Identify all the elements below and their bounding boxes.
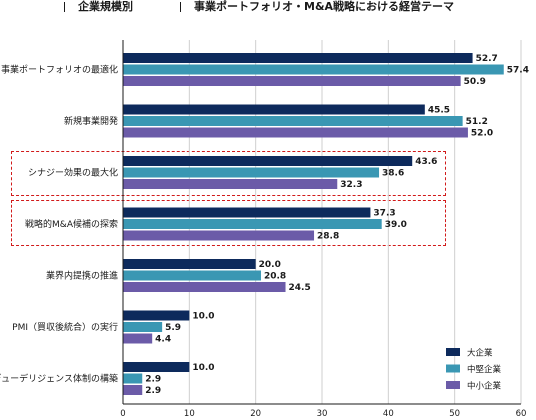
value-label: 24.5 — [289, 283, 311, 293]
bar — [123, 385, 143, 395]
bar — [123, 373, 143, 384]
category-label: シナジー効果の最大化 — [28, 167, 118, 179]
bar — [123, 64, 504, 75]
bar — [123, 322, 163, 332]
header-segment-label: 企業規模別 — [78, 0, 133, 13]
bar — [123, 104, 425, 115]
value-label: 39.0 — [385, 220, 407, 230]
bar — [123, 310, 190, 321]
x-tick-label: 30 — [317, 409, 328, 419]
category-label: 業界内提携の推進 — [46, 270, 118, 282]
bar — [123, 207, 371, 218]
legend-swatch — [446, 364, 460, 373]
bar — [123, 270, 261, 281]
bar — [123, 362, 190, 372]
x-tick-label: 50 — [449, 409, 460, 419]
legend-swatch — [446, 381, 460, 389]
highlight-box-synergy — [11, 151, 446, 196]
header-separator — [180, 2, 181, 12]
value-label: 2.9 — [145, 386, 161, 396]
category-label: 戦略的M&A候補の探索 — [25, 218, 118, 230]
category-label: PMI（買収後統合）の実行 — [12, 321, 118, 333]
x-tick-label: 0 — [120, 409, 125, 419]
x-tick-label: 60 — [516, 409, 527, 419]
value-label: 10.0 — [192, 363, 214, 373]
bar — [123, 167, 380, 178]
value-label: 5.9 — [165, 323, 181, 333]
value-label: 52.7 — [476, 54, 498, 64]
legend-swatch — [446, 348, 460, 356]
x-tick-label: 40 — [383, 409, 394, 419]
value-label: 51.2 — [466, 117, 488, 127]
value-label: 20.0 — [259, 260, 281, 270]
value-label: 57.4 — [507, 66, 529, 76]
value-label: 43.6 — [415, 157, 437, 167]
value-label: 37.3 — [373, 209, 395, 219]
x-tick-label: 10 — [184, 409, 195, 419]
bar — [123, 156, 413, 166]
bar — [123, 53, 473, 63]
value-label: 45.5 — [428, 106, 450, 116]
category-label: 新規事業開発 — [64, 115, 118, 127]
bar — [123, 116, 463, 126]
value-label: 50.9 — [464, 77, 486, 87]
value-label: 32.3 — [340, 180, 362, 190]
value-label: 52.0 — [471, 129, 493, 139]
bar — [123, 219, 382, 229]
value-label: 4.4 — [155, 335, 171, 345]
category-label: デューデリジェンス体制の構築 — [0, 373, 118, 385]
category-label: 事業ポートフォリオの最適化 — [1, 64, 118, 76]
legend-label: 中堅企業 — [467, 364, 502, 375]
x-tick-label: 20 — [250, 409, 261, 419]
chart-header: 企業規模別 事業ポートフォリオ・M&A戦略における経営テーマ — [0, 0, 536, 22]
bar — [123, 179, 338, 189]
bar — [123, 230, 315, 241]
bar — [123, 282, 286, 292]
value-label: 38.6 — [382, 169, 404, 179]
highlight-box-ma-search — [11, 200, 446, 246]
header-separator — [64, 2, 65, 12]
value-label: 2.9 — [145, 375, 161, 385]
bar — [123, 259, 256, 269]
legend-label: 大企業 — [467, 348, 493, 359]
value-label: 20.8 — [264, 272, 286, 282]
value-label: 10.0 — [192, 312, 214, 322]
bar — [123, 333, 153, 344]
bar — [123, 76, 461, 86]
value-label: 28.8 — [317, 232, 339, 242]
chart-title: 事業ポートフォリオ・M&A戦略における経営テーマ — [194, 0, 455, 13]
bar — [123, 127, 468, 138]
legend-label: 中小企業 — [467, 381, 502, 392]
